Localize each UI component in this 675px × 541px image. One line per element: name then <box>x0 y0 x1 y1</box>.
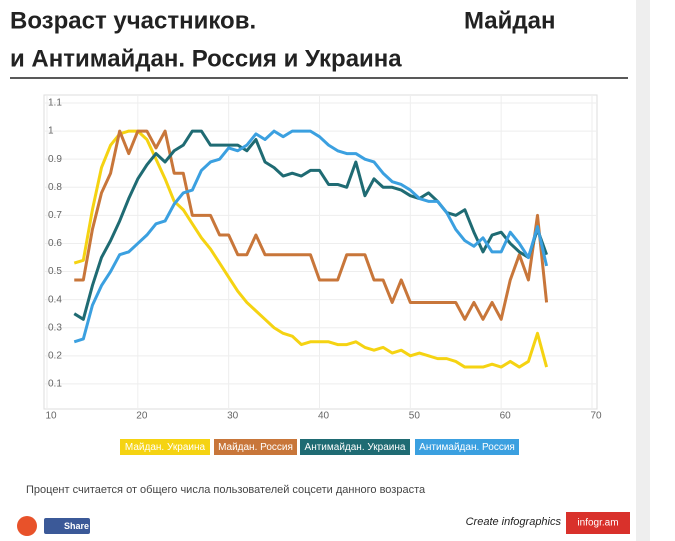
y-tick-label: 0.6 <box>48 238 62 249</box>
y-tick-label: 0.5 <box>48 266 62 277</box>
y-tick-label: 0.4 <box>48 294 62 305</box>
plot-area <box>43 94 598 410</box>
legend-label: Майдан. Украина <box>125 442 206 453</box>
y-tick-label: 0.9 <box>48 154 62 165</box>
share-label[interactable]: Share <box>64 521 89 531</box>
x-tick-label: 30 <box>227 411 239 422</box>
x-tick-label: 70 <box>590 411 602 422</box>
legend-swatch <box>300 439 410 455</box>
series-line <box>73 129 549 344</box>
x-tick-label: 20 <box>136 411 148 422</box>
x-tick-label: 10 <box>45 411 57 422</box>
create-link[interactable]: Create infographics <box>466 516 562 528</box>
note: Процент считается от общего числа пользо… <box>26 484 426 496</box>
side-strip <box>636 0 650 541</box>
series-line <box>73 129 548 321</box>
legend-swatch <box>415 439 519 455</box>
brand[interactable]: infogr.am <box>577 518 618 529</box>
x-tick-label: 40 <box>318 411 330 422</box>
share-button[interactable] <box>44 518 90 534</box>
title-line: Майдан <box>464 7 555 34</box>
legend-label: Майдан. Россия <box>218 442 293 453</box>
legend-label: Антимайдан. Россия <box>419 442 515 453</box>
title-line: и Антимайдан. Россия и Украина <box>10 45 402 72</box>
x-tick-label: 60 <box>500 411 512 422</box>
y-tick-label: 0.2 <box>48 350 62 361</box>
y-tick-label: 0.1 <box>48 379 62 390</box>
share-icon[interactable] <box>17 516 37 536</box>
series-line <box>74 129 549 321</box>
series-line <box>73 129 549 369</box>
brand-box[interactable] <box>566 512 630 534</box>
legend-label: Антимайдан. Украина <box>305 442 406 453</box>
x-tick-label: 50 <box>409 411 421 422</box>
y-tick-label: 1.1 <box>48 98 62 109</box>
title-line: Возраст участников. <box>10 7 256 34</box>
legend-swatch <box>120 439 210 455</box>
y-tick-label: 0.3 <box>48 322 62 333</box>
legend-swatch <box>214 439 297 455</box>
y-tick-label: 0.8 <box>48 182 62 193</box>
y-tick-label: 0.7 <box>48 210 62 221</box>
y-tick-label: 1 <box>48 126 54 137</box>
